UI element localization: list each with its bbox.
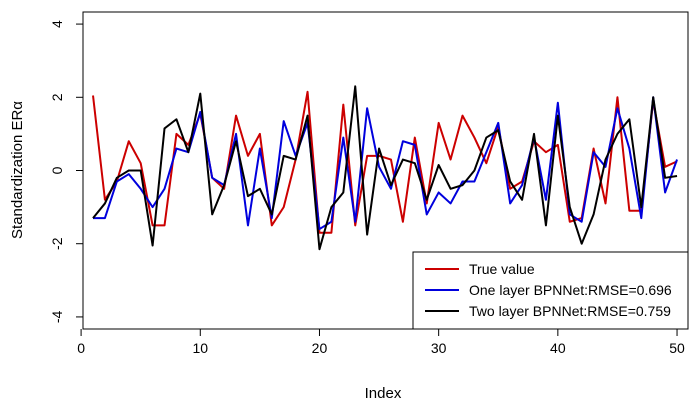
y-tick-label: 2 xyxy=(49,93,65,101)
y-tick-label: -2 xyxy=(49,237,65,250)
x-tick-label: 50 xyxy=(669,340,685,356)
plot-frame xyxy=(82,11,689,330)
legend-label: Two layer BPNNet:RMSE=0.759 xyxy=(469,303,671,319)
series-line xyxy=(92,85,678,251)
y-tick-label: 4 xyxy=(49,20,65,28)
legend-label: True value xyxy=(469,261,535,277)
y-axis-label: Standardization ERα xyxy=(9,101,26,239)
x-tick-label: 10 xyxy=(192,340,208,356)
series-line xyxy=(93,96,678,231)
x-tick-label: 0 xyxy=(77,340,85,356)
y-tick-label: 0 xyxy=(49,166,65,174)
x-tick-label: 20 xyxy=(312,340,328,356)
x-axis-label: Index xyxy=(365,385,402,402)
x-tick-label: 30 xyxy=(431,340,447,356)
x-tick-label: 40 xyxy=(550,340,566,356)
series-line xyxy=(92,90,678,234)
legend-label: One layer BPNNet:RMSE=0.696 xyxy=(469,282,672,298)
y-tick-label: -4 xyxy=(49,310,65,323)
